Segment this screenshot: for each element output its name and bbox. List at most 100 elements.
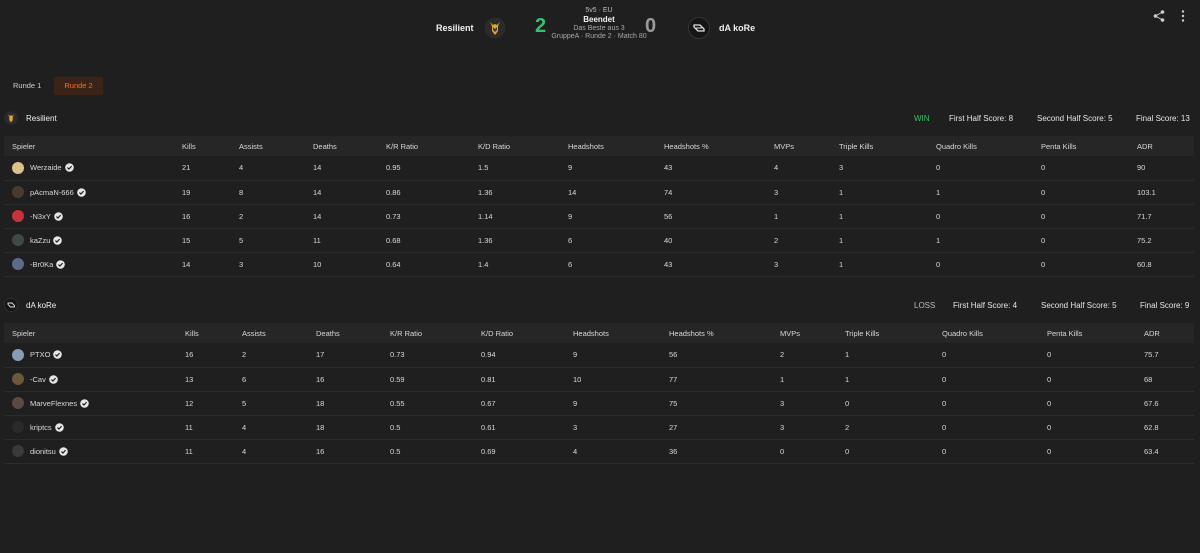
team-left-name[interactable]: Resilient: [436, 23, 474, 33]
column-header-k-r-ratio[interactable]: K/R Ratio: [386, 136, 478, 156]
stat-k-d-ratio: 1.36: [478, 228, 568, 253]
table-row[interactable]: Werzaide 21 4 14 0.95 1.5 9 43 4 3 0 0 90: [4, 156, 1194, 181]
player-name[interactable]: -N3xY: [30, 211, 51, 221]
player-name-wrap[interactable]: -Br0Ka: [4, 258, 182, 270]
more-vertical-icon[interactable]: [1180, 9, 1186, 23]
player-name-wrap[interactable]: MarveFlexnes: [4, 397, 185, 409]
team-right-name[interactable]: dA koRe: [719, 23, 756, 33]
tab-runde-1[interactable]: Runde 1: [13, 81, 42, 90]
player-name-wrap[interactable]: pAcmaN-666: [4, 186, 182, 198]
column-header-headshots[interactable]: Headshots %: [669, 323, 780, 343]
player-cell[interactable]: PTXO: [4, 343, 185, 368]
player-name-wrap[interactable]: kriptcs: [4, 421, 185, 433]
player-cell[interactable]: MarveFlexnes: [4, 391, 185, 416]
share-icon[interactable]: [1152, 9, 1166, 23]
column-header-quadro-kills[interactable]: Quadro Kills: [942, 323, 1047, 343]
player-cell[interactable]: -Br0Ka: [4, 252, 182, 277]
player-cell[interactable]: kriptcs: [4, 415, 185, 440]
stat-adr: 71.7: [1137, 204, 1194, 229]
column-header-mvps[interactable]: MVPs: [780, 323, 845, 343]
stat-k-r-ratio: 0.73: [386, 204, 478, 229]
column-header-penta-kills[interactable]: Penta Kills: [1047, 323, 1144, 343]
score-left: 2: [535, 15, 547, 37]
column-header-k-r-ratio[interactable]: K/R Ratio: [390, 323, 481, 343]
table-row[interactable]: kaZzu 15 5 11 0.68 1.36 6 40 2 1 1 0 75.2: [4, 228, 1194, 253]
team-name[interactable]: Resilient: [26, 114, 57, 123]
stat-headshots: 9: [568, 156, 664, 181]
player-cell[interactable]: -N3xY: [4, 204, 182, 229]
resilient-logo-icon[interactable]: [4, 111, 18, 125]
result-badge: WIN: [914, 114, 930, 123]
dakore-logo-icon[interactable]: [688, 17, 710, 39]
second-half-score: Second Half Score: 5: [1041, 301, 1117, 310]
column-header-quadro-kills[interactable]: Quadro Kills: [936, 136, 1041, 156]
table-row[interactable]: PTXO 16 2 17 0.73 0.94 9 56 2 1 0 0 75.7: [4, 343, 1194, 368]
stat-k-d-ratio: 1.5: [478, 156, 568, 181]
player-cell[interactable]: dionitsu: [4, 439, 185, 464]
column-header-kills[interactable]: Kills: [185, 323, 242, 343]
player-name[interactable]: -Br0Ka: [30, 259, 54, 269]
stat-penta-kills: 0: [1041, 180, 1137, 205]
player-name-wrap[interactable]: Werzaide: [4, 161, 182, 174]
column-header-kills[interactable]: Kills: [182, 136, 239, 156]
player-cell[interactable]: Werzaide: [4, 156, 182, 181]
stat-triple-kills: 1: [845, 367, 942, 392]
player-name[interactable]: MarveFlexnes: [30, 398, 78, 408]
stat-deaths: 18: [316, 415, 390, 440]
tab-runde-2[interactable]: Runde 2: [54, 77, 103, 95]
column-header-assists[interactable]: Assists: [239, 136, 313, 156]
player-name[interactable]: kriptcs: [30, 422, 52, 432]
team-section-1: Resilient WIN First Half Score: 8 Second Ha…: [4, 108, 1194, 278]
column-header-deaths[interactable]: Deaths: [313, 136, 386, 156]
column-header-triple-kills[interactable]: Triple Kills: [845, 323, 942, 343]
stat-deaths: 11: [313, 228, 386, 253]
stat-adr: 103.1: [1137, 180, 1194, 205]
column-header-adr[interactable]: ADR: [1137, 136, 1194, 156]
player-name[interactable]: -Cav: [30, 374, 46, 384]
player-cell[interactable]: kaZzu: [4, 228, 182, 253]
player-name-wrap[interactable]: PTXO: [4, 348, 185, 361]
team-name[interactable]: dA koRe: [26, 301, 57, 310]
column-header-deaths[interactable]: Deaths: [316, 323, 390, 343]
table-row[interactable]: dionitsu 11 4 16 0.5 0.69 4 36 0 0 0 0 63.4: [4, 439, 1194, 464]
column-header-spieler[interactable]: Spieler: [4, 136, 182, 156]
column-header-headshots[interactable]: Headshots: [568, 136, 664, 156]
player-cell[interactable]: -Cav: [4, 367, 185, 392]
table-row[interactable]: kriptcs 11 4 18 0.5 0.61 3 27 3 2 0 0 62.8: [4, 415, 1194, 440]
column-header-spieler[interactable]: Spieler: [4, 323, 185, 343]
player-name-wrap[interactable]: -Cav: [4, 373, 185, 385]
column-header-headshots[interactable]: Headshots: [573, 323, 669, 343]
player-name[interactable]: Werzaide: [30, 163, 62, 173]
stat-quadro-kills: 0: [942, 343, 1047, 368]
stat-headshots: 43: [664, 252, 774, 277]
resilient-logo-icon[interactable]: [484, 17, 506, 39]
player-name[interactable]: kaZzu: [30, 235, 51, 245]
column-header-headshots[interactable]: Headshots %: [664, 136, 774, 156]
column-header-triple-kills[interactable]: Triple Kills: [839, 136, 936, 156]
stat-kills: 11: [185, 439, 242, 464]
avatar: [12, 186, 24, 198]
avatar: [12, 210, 24, 222]
column-header-penta-kills[interactable]: Penta Kills: [1041, 136, 1137, 156]
player-name-wrap[interactable]: kaZzu: [4, 234, 182, 246]
table-row[interactable]: MarveFlexnes 12 5 18 0.55 0.67 9 75 3 0 0 0 67.6: [4, 391, 1194, 416]
table-header-row: Spieler Kills Assists Deaths K/R Ratio K/D Ra…: [4, 136, 1194, 156]
player-name[interactable]: dionitsu: [30, 446, 56, 456]
column-header-k-d-ratio[interactable]: K/D Ratio: [478, 136, 568, 156]
verified-icon: [53, 350, 63, 360]
table-row[interactable]: -Br0Ka 14 3 10 0.64 1.4 6 43 3 1 0 0 60.8: [4, 252, 1194, 277]
player-name[interactable]: pAcmaN-666: [30, 187, 74, 197]
column-header-mvps[interactable]: MVPs: [774, 136, 839, 156]
dakore-logo-icon[interactable]: [4, 298, 18, 312]
stat-penta-kills: 0: [1047, 391, 1144, 416]
player-name-wrap[interactable]: dionitsu: [4, 445, 185, 457]
player-name[interactable]: PTXO: [30, 350, 51, 360]
table-row[interactable]: -N3xY 16 2 14 0.73 1.14 9 56 1 1 0 0 71.7: [4, 204, 1194, 229]
table-row[interactable]: pAcmaN-666 19 8 14 0.86 1.36 14 74 3 1 1 0 103.1: [4, 180, 1194, 205]
table-row[interactable]: -Cav 13 6 16 0.59 0.81 10 77 1 1 0 0 68: [4, 367, 1194, 392]
player-name-wrap[interactable]: -N3xY: [4, 210, 182, 222]
player-cell[interactable]: pAcmaN-666: [4, 180, 182, 205]
column-header-k-d-ratio[interactable]: K/D Ratio: [481, 323, 573, 343]
column-header-assists[interactable]: Assists: [242, 323, 316, 343]
column-header-adr[interactable]: ADR: [1144, 323, 1194, 343]
